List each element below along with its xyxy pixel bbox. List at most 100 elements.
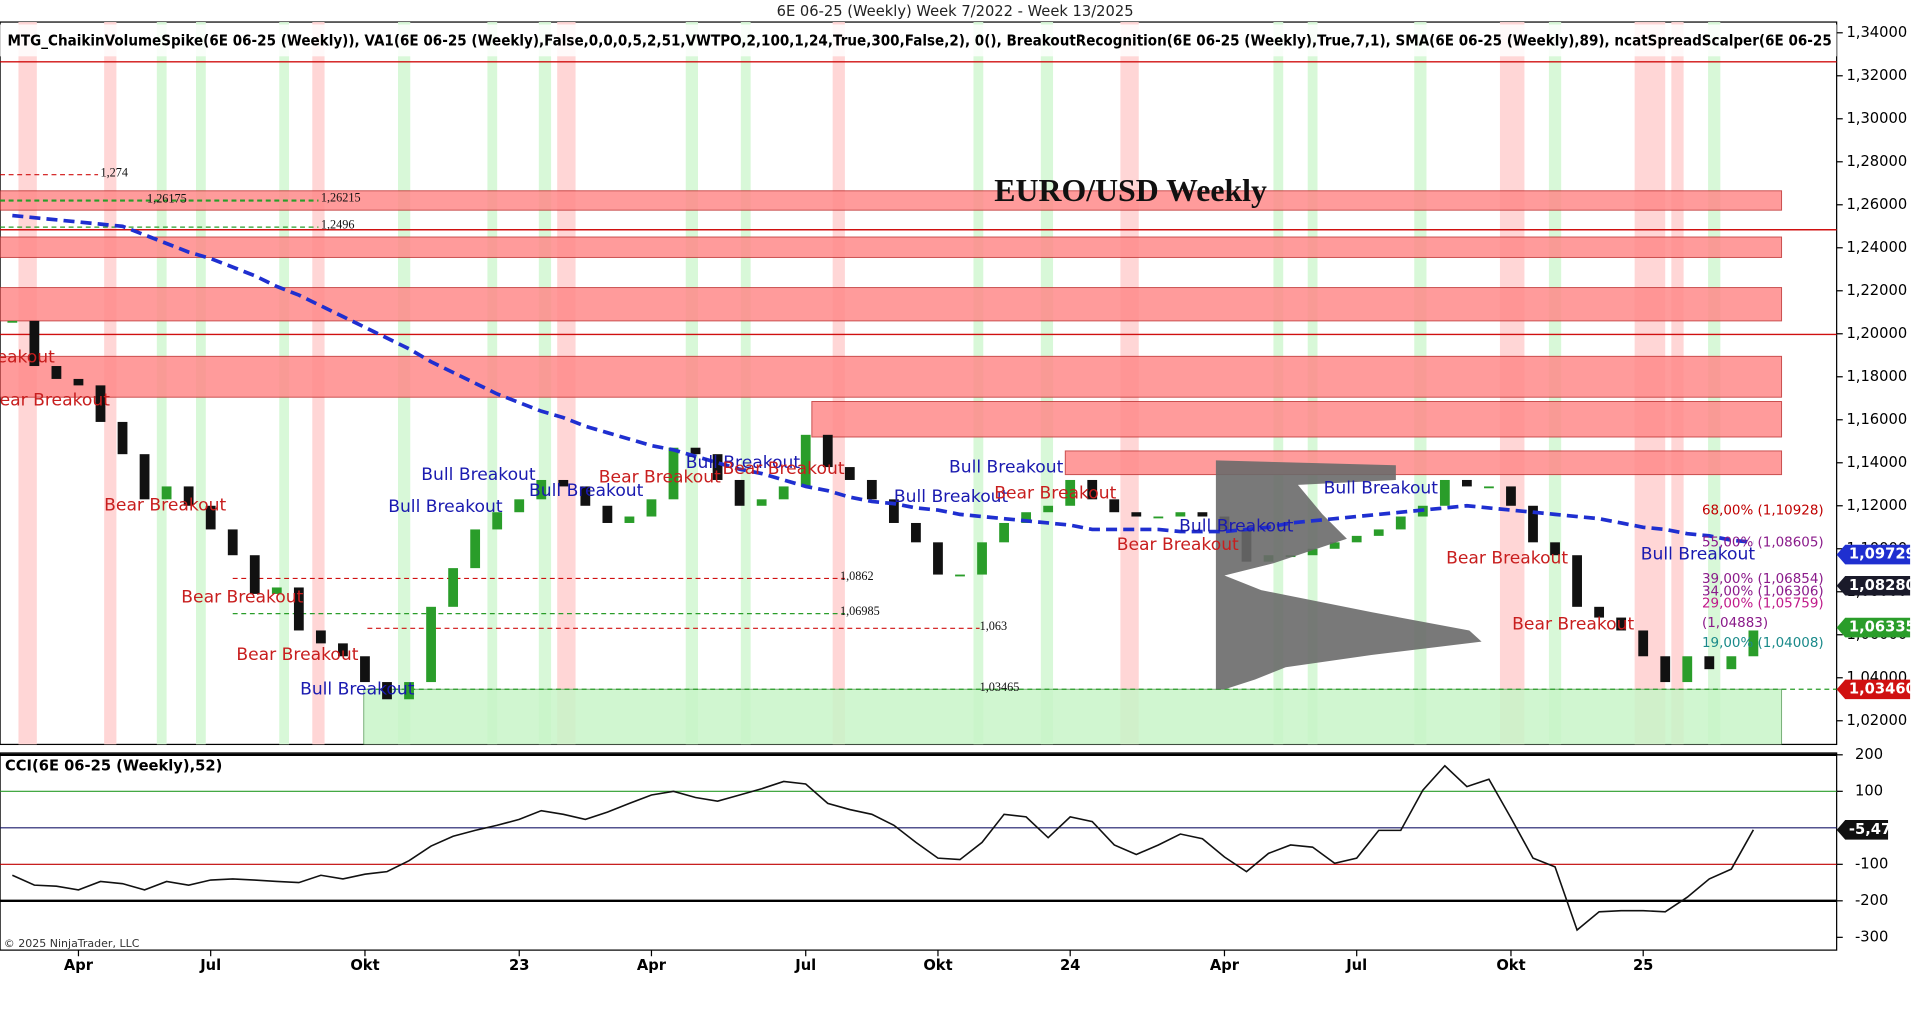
zone	[1064, 450, 1783, 476]
candle	[382, 682, 392, 700]
candle	[29, 320, 40, 367]
candle	[183, 486, 194, 506]
candle	[756, 499, 767, 506]
y-tick-label: 1,12000	[1846, 497, 1907, 514]
y-tick-label: 1,14000	[1846, 454, 1907, 471]
candle	[646, 499, 657, 517]
signal-label: Bull Breakout	[1324, 479, 1439, 499]
candle	[249, 555, 260, 594]
candle	[338, 643, 348, 657]
candle	[1197, 512, 1208, 517]
signal-label: Bear Breakout	[104, 496, 226, 516]
level-label: 1,063	[980, 619, 1008, 633]
price-plot	[0, 22, 1837, 745]
candle	[690, 447, 701, 455]
candle	[778, 486, 789, 500]
candle	[558, 479, 569, 487]
zone	[811, 401, 1783, 438]
candle	[293, 587, 304, 631]
candle	[977, 542, 987, 575]
candle	[1550, 542, 1560, 556]
candle	[404, 682, 414, 700]
value-tag-label: -5,47	[1849, 821, 1891, 838]
y-tick-label: 1,24000	[1846, 239, 1907, 256]
level-label: 1,03465	[980, 680, 1020, 694]
price-overlay: 1,274 1,26175 1,26215 1,2496 1,0862 1,06985 1,…	[0, 165, 1824, 699]
candle	[1528, 505, 1538, 543]
x-tick-label: 23	[509, 957, 529, 974]
candle	[536, 479, 547, 500]
y-tick-label: 1,34000	[1846, 24, 1907, 41]
candle	[1395, 516, 1406, 530]
candle	[602, 505, 613, 523]
candle	[866, 479, 877, 500]
price-tag-label: 1,09729	[1849, 546, 1916, 563]
volume-profile	[1215, 460, 1482, 690]
zone	[0, 287, 1783, 322]
candle	[1131, 512, 1142, 517]
signal-label: Bear Breakout	[994, 483, 1116, 503]
zone	[0, 355, 1783, 398]
candle	[271, 587, 282, 594]
candle	[1572, 555, 1582, 607]
x-tick-label: 24	[1060, 957, 1080, 974]
y-tick-label: 1,30000	[1846, 110, 1907, 127]
candle	[1021, 512, 1032, 523]
cci-title: CCI(6E 06-25 (Weekly),52)	[5, 757, 222, 774]
x-tick-label: Okt	[923, 957, 952, 974]
price-tag-label: 1,03460	[1849, 680, 1916, 697]
candle	[1175, 512, 1186, 517]
signal-label: Bear Breakout	[722, 459, 844, 479]
signal-label: Bull Breakout	[529, 481, 644, 501]
signal-label: Bull Breakout	[949, 458, 1064, 478]
fib-label: 55,00% (1,08605)	[1702, 535, 1824, 550]
x-tick-label: 25	[1633, 957, 1653, 974]
signal-label: Bull Breakout	[1641, 545, 1756, 565]
fib-label: 39,00% (1,06854)	[1702, 572, 1824, 587]
fib-label: 29,00% (1,05759)	[1702, 597, 1824, 612]
y-tick-label: 1,28000	[1846, 153, 1907, 170]
cci-panel	[0, 752, 1838, 951]
cci-plot	[0, 753, 1837, 932]
candle	[1594, 606, 1605, 618]
level-label: 1,26175	[147, 192, 187, 206]
candle	[315, 630, 326, 644]
zone	[0, 190, 1783, 211]
zone	[0, 236, 1783, 258]
candle	[1748, 630, 1759, 657]
indicator-bar	[0, 24, 1837, 57]
candle	[1373, 529, 1384, 536]
y-tick-label: 1,26000	[1846, 196, 1907, 213]
axes: 1,34000 1,32000 1,30000 1,28000 1,26000 1,240…	[64, 24, 1916, 974]
price-tag	[1836, 575, 1911, 596]
zone	[363, 688, 1783, 745]
signal-label: Bull Breakout	[300, 679, 415, 699]
signal-label: Bear Breakout	[1117, 535, 1239, 555]
candle	[1461, 479, 1472, 487]
candle	[1616, 617, 1627, 631]
fib-label: (1,04883)	[1702, 616, 1768, 631]
fib-label: 34,00% (1,06306)	[1702, 584, 1824, 599]
x-tick-label: Jul	[199, 957, 221, 974]
candle	[161, 486, 172, 500]
y-tick-label: 1,22000	[1846, 282, 1907, 299]
candle	[734, 479, 745, 506]
candle	[205, 505, 216, 530]
fib-label: 68,00% (1,10928)	[1702, 504, 1824, 519]
signal-label: Bull Breakout	[388, 497, 503, 517]
candle	[1660, 656, 1671, 683]
candle	[426, 606, 436, 683]
candle	[1484, 486, 1494, 489]
candle	[1638, 630, 1649, 657]
candle	[580, 486, 591, 506]
candle	[712, 454, 723, 480]
candle	[1704, 656, 1715, 670]
candle	[1506, 486, 1516, 506]
x-tick-label: Jul	[1345, 957, 1367, 974]
series-line	[12, 764, 1755, 932]
candle	[51, 366, 62, 379]
y-tick-label: 1,02000	[1846, 712, 1907, 729]
signal-label: Bull Breakout	[1179, 516, 1294, 536]
